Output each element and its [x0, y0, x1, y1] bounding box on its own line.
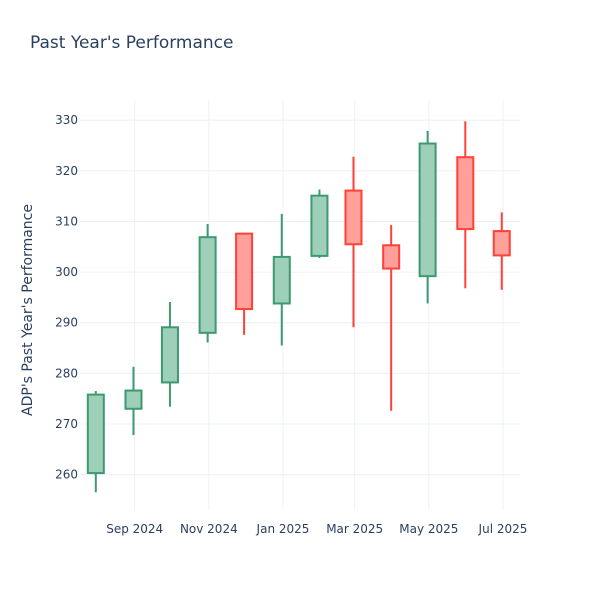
y-tick-label: 270	[55, 417, 78, 431]
x-gridlines	[134, 100, 504, 510]
y-tick-label: 310	[55, 214, 78, 228]
candle-body	[235, 232, 254, 311]
chart-title: Past Year's Performance	[30, 33, 234, 53]
candle-decreasing	[492, 212, 511, 290]
x-tick-label: Jan 2025	[256, 522, 310, 536]
candle-body	[160, 326, 179, 384]
x-tick-label: Nov 2024	[180, 522, 238, 536]
x-tick-labels: Sep 2024 Nov 2024 Jan 2025 Mar 2025 May 2025…	[106, 522, 527, 536]
y-tick-label: 260	[55, 468, 78, 482]
candle-increasing	[86, 391, 105, 493]
candle-body	[272, 255, 291, 305]
candle-decreasing	[382, 225, 401, 411]
candle-increasing	[418, 130, 437, 304]
candle-increasing	[272, 213, 291, 346]
candle-decreasing	[235, 232, 254, 335]
y-tick-labels: 260 270 280 290 300 310 320 330	[55, 113, 78, 481]
y-tick-label: 290	[55, 316, 78, 330]
candle-body	[418, 142, 437, 278]
candle-decreasing	[456, 121, 475, 289]
candle-body	[86, 393, 105, 475]
candle-increasing	[160, 301, 179, 407]
candle-body	[382, 244, 401, 270]
candle-body	[344, 189, 363, 246]
candle-body	[456, 156, 475, 231]
candle-increasing	[124, 366, 143, 436]
y-tick-label: 280	[55, 366, 78, 380]
y-gridlines	[80, 119, 520, 476]
candle-body	[198, 236, 217, 334]
x-tick-label: May 2025	[399, 522, 458, 536]
y-tick-label: 300	[55, 265, 78, 279]
x-tick-label: Jul 2025	[478, 522, 528, 536]
candles	[86, 121, 511, 493]
candle-body	[492, 230, 511, 257]
candle-increasing	[198, 224, 217, 343]
y-tick-label: 330	[55, 113, 78, 127]
y-axis-title: ADP's Past Year's Performance	[20, 204, 36, 416]
y-tick-label: 320	[55, 164, 78, 178]
candle-increasing	[310, 189, 329, 258]
x-tick-label: Mar 2025	[326, 522, 383, 536]
candle-body	[310, 194, 329, 257]
candle-body	[124, 389, 143, 410]
candle-decreasing	[344, 156, 363, 328]
x-tick-label: Sep 2024	[106, 522, 163, 536]
